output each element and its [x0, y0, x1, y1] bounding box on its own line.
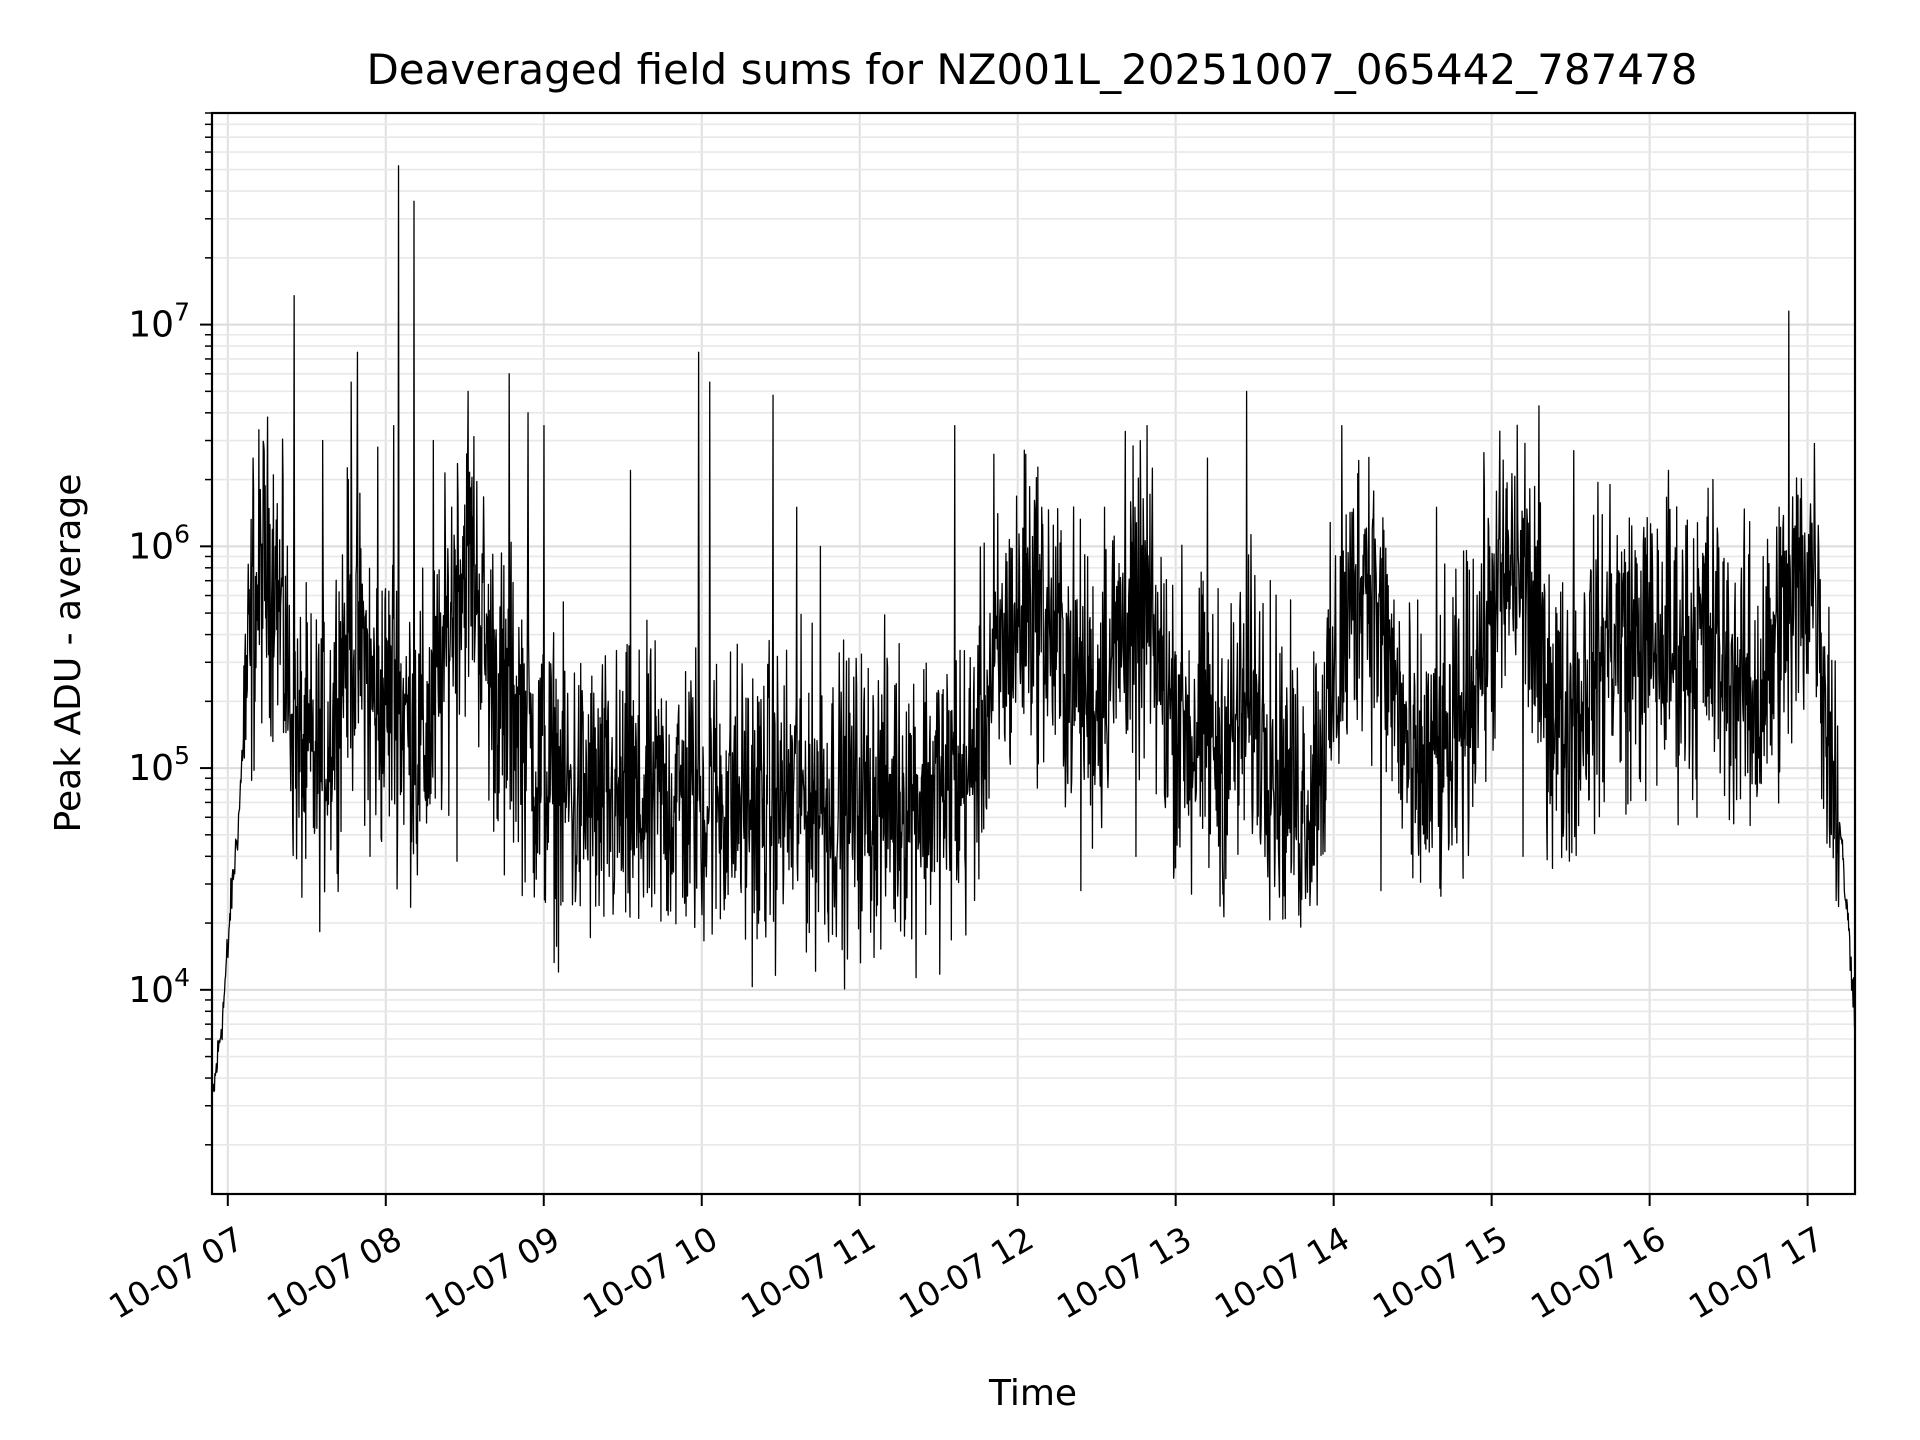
y-tick-exponent: 4: [174, 963, 190, 992]
y-tick-label-1: 105: [128, 741, 190, 789]
plot-frame: [210, 111, 1857, 1196]
y-tick-base: 10: [128, 748, 174, 789]
y-tick-label-0: 104: [128, 963, 190, 1011]
x-axis-label: Time: [988, 1373, 1077, 1414]
y-tick-label-3: 107: [128, 298, 190, 346]
y-tick-base: 10: [128, 526, 174, 567]
series-line: [211, 165, 1856, 1104]
y-tick-exponent: 5: [174, 741, 190, 770]
y-tick-base: 10: [128, 305, 174, 346]
series-layer: [211, 165, 1856, 1104]
chart-title: Deaveraged field sums for NZ001L_2025100…: [366, 45, 1697, 94]
y-tick-exponent: 7: [174, 298, 190, 327]
y-tick-label-2: 106: [128, 519, 190, 567]
y-axis-label: Peak ADU - average: [48, 474, 89, 833]
y-tick-exponent: 6: [174, 519, 190, 548]
y-tick-base: 10: [128, 970, 174, 1011]
